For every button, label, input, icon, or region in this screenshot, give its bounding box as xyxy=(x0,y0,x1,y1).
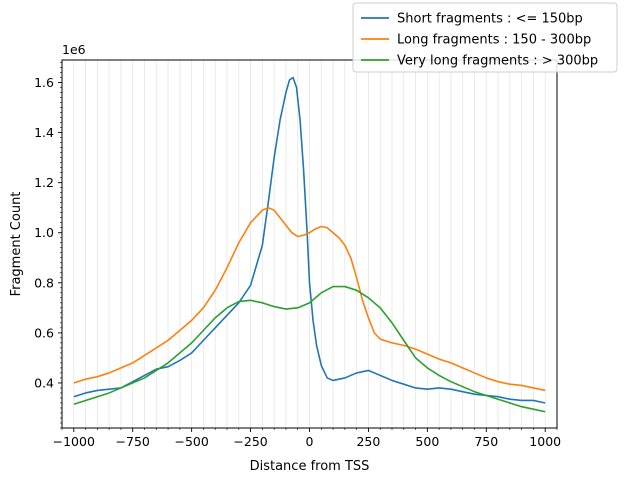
legend-label-2: Long fragments : 150 - 300bp xyxy=(397,33,591,48)
y-tick-label: 0.8 xyxy=(34,275,54,290)
y-tick-label: 1.0 xyxy=(34,225,54,240)
series-line-3 xyxy=(73,285,546,413)
grid-lines xyxy=(73,60,546,428)
y-tick-label: 1.6 xyxy=(34,75,54,90)
y-axis-label: Fragment Count xyxy=(9,192,24,297)
y-tick-label: 0.6 xyxy=(34,325,54,340)
y-tick-label: 0.4 xyxy=(34,375,54,390)
series-lines xyxy=(73,76,546,413)
y-tick-label: 1.4 xyxy=(34,125,54,140)
series-line-1 xyxy=(73,76,546,404)
x-tick-label: 1000 xyxy=(529,434,561,449)
x-tick-label: −1000 xyxy=(53,434,95,449)
x-tick-label: 750 xyxy=(474,434,498,449)
x-tick-label: 250 xyxy=(356,434,380,449)
legend-box xyxy=(352,2,618,73)
legend-label-3: Very long fragments : > 300bp xyxy=(397,54,598,69)
y-offset-label: 1e6 xyxy=(62,42,86,57)
y-axis: 0.4 0.6 0.8 1.0 1.2 1.4 1.6 xyxy=(34,62,62,429)
y-tick-label: 1.2 xyxy=(34,175,54,190)
legend-label-1: Short fragments : <= 150bp xyxy=(397,12,583,27)
x-tick-label: 0 xyxy=(306,434,314,449)
x-tick-label: −250 xyxy=(233,434,267,449)
x-tick-label: −750 xyxy=(116,434,150,449)
x-axis: −1000 −750 −500 −250 0 250 500 750 1000 xyxy=(53,428,561,449)
x-tick-label: 500 xyxy=(415,434,439,449)
x-axis-label: Distance from TSS xyxy=(250,459,370,474)
legend: Short fragments : <= 150bp Long fragments… xyxy=(352,2,618,73)
x-tick-label: −500 xyxy=(174,434,208,449)
series-line-2 xyxy=(73,206,546,392)
